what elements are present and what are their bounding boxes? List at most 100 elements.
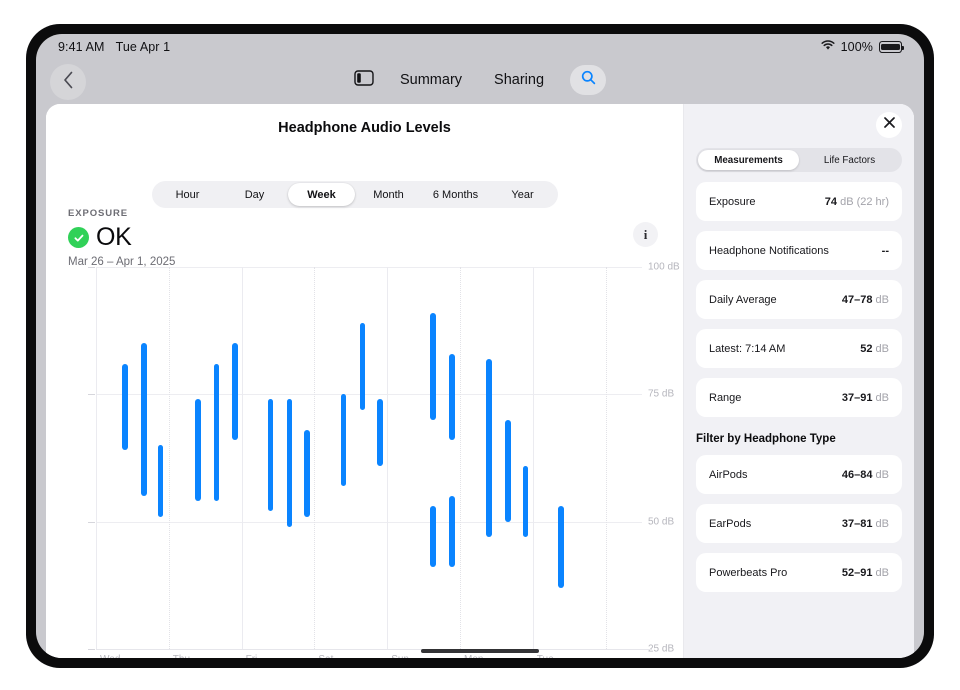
measurement-row-unit: dB	[872, 391, 889, 404]
segment-day[interactable]: Day	[244, 188, 265, 201]
measurement-row-unit: dB	[872, 342, 889, 355]
chart-y-label: 100 dB	[648, 261, 680, 273]
chart-x-label: Tue	[537, 654, 554, 658]
chart-range-bar[interactable]	[522, 465, 529, 537]
chart-range-bar[interactable]	[430, 312, 436, 420]
chart-range-bar[interactable]	[195, 399, 201, 502]
measurement-row[interactable]: Range 37–91 dB	[696, 378, 902, 417]
detail-sheet: Headphone Audio Levels Hour Day Week Mon…	[46, 104, 914, 658]
chart-range-bar[interactable]	[558, 506, 564, 588]
measurement-row[interactable]: Headphone Notifications --	[696, 231, 902, 270]
chart-gridline-v	[460, 267, 461, 649]
battery-icon	[879, 41, 904, 53]
measurement-row-value: --	[881, 244, 889, 257]
checkmark-circle-icon	[68, 227, 89, 248]
measurement-row[interactable]: Exposure 74 dB (22 hr)	[696, 182, 902, 221]
headphone-filter-row[interactable]: Powerbeats Pro 52–91 dB	[696, 553, 902, 592]
measurement-row-unit: dB (22 hr)	[837, 195, 889, 208]
sidebar-toggle-icon[interactable]	[354, 69, 374, 91]
chart-range-bar[interactable]	[449, 496, 455, 568]
info-icon[interactable]: i	[633, 222, 658, 247]
headphone-filter-row-label: AirPods	[709, 468, 748, 481]
tablet-device-frame: 9:41 AM Tue Apr 1 100%	[26, 24, 934, 668]
nav-item-sharing[interactable]: Sharing	[494, 72, 545, 88]
measurement-row-label: Latest: 7:14 AM	[709, 342, 786, 355]
chart-y-tick	[88, 267, 95, 268]
chevron-left-icon	[63, 71, 74, 94]
chart-x-label: Fri	[246, 654, 258, 658]
home-indicator	[421, 649, 539, 653]
chart-range-bar[interactable]	[213, 363, 220, 502]
chart-range-bar[interactable]	[377, 399, 383, 466]
chart-range-bar[interactable]	[267, 399, 274, 512]
search-button[interactable]	[570, 65, 607, 95]
close-button[interactable]	[876, 112, 902, 138]
chart-range-bar[interactable]	[304, 429, 310, 517]
chart-range-bar[interactable]	[286, 399, 293, 527]
chart-range-bar[interactable]	[449, 353, 455, 441]
measurement-row-unit: dB	[872, 293, 889, 306]
chart-range-bar[interactable]	[430, 506, 436, 568]
exposure-status-text: OK	[96, 223, 132, 251]
chart-y-label: 25 dB	[648, 643, 675, 655]
tab-measurements[interactable]: Measurements	[698, 150, 799, 170]
chart-gridline-v	[96, 267, 97, 649]
chart-range-bar[interactable]	[232, 343, 238, 441]
chart-gridline-h	[96, 394, 642, 396]
tab-life-factors[interactable]: Life Factors	[823, 154, 876, 166]
tablet-screen: 9:41 AM Tue Apr 1 100%	[36, 34, 924, 658]
headphone-filter-row-unit: dB	[872, 517, 889, 530]
exposure-caption: EXPOSURE	[68, 208, 128, 219]
chart-gridline-v	[168, 267, 170, 649]
time-range-segmented-control[interactable]: Hour Day Week Month 6 Months Year	[152, 181, 558, 208]
chart-range-bar[interactable]	[122, 363, 128, 451]
chart-range-bar[interactable]	[359, 323, 366, 410]
chart-y-label: 50 dB	[648, 516, 675, 528]
nav-item-summary[interactable]: Summary	[399, 72, 463, 88]
measurement-row-label: Daily Average	[709, 293, 777, 306]
segment-6-months[interactable]: 6 Months	[432, 188, 479, 201]
headphone-filter-row[interactable]: AirPods 46–84 dB	[696, 455, 902, 494]
chart-range-bar[interactable]	[141, 343, 147, 497]
chart-range-bar[interactable]	[486, 358, 492, 537]
exposure-summary: EXPOSURE OK Mar 26 – Apr 1, 2025	[68, 208, 175, 268]
headphone-filter-row-label: Powerbeats Pro	[709, 566, 788, 579]
chart-range-bar[interactable]	[340, 394, 347, 486]
wifi-icon	[821, 40, 835, 54]
chart-x-label: Wed	[100, 654, 120, 658]
chart-x-label: Sun	[391, 654, 409, 658]
measurement-row-value: 37–91 dB	[841, 391, 889, 404]
measurement-row[interactable]: Latest: 7:14 AM 52 dB	[696, 329, 902, 368]
headphone-type-filter-list: AirPods 46–84 dB EarPods 37–81 dB Powerbeats…	[696, 455, 902, 592]
chart-gridline-v	[532, 267, 534, 649]
filter-section-title: Filter by Headphone Type	[696, 433, 836, 445]
status-bar-left: 9:41 AM Tue Apr 1	[58, 40, 170, 54]
chart-gridline-v	[241, 267, 243, 649]
segment-year[interactable]: Year	[511, 188, 534, 201]
measurement-row-value: 47–78 dB	[841, 293, 889, 306]
measurement-row[interactable]: Daily Average 47–78 dB	[696, 280, 902, 319]
chart-y-tick	[88, 394, 95, 396]
headphone-filter-row-unit: dB	[872, 566, 889, 579]
chart-gridline-h	[96, 267, 642, 268]
detail-tab-switch[interactable]: Measurements Life Factors	[696, 148, 902, 172]
measurements-pane: Measurements Life Factors Exposure 74 dB …	[684, 104, 914, 658]
chart-range-bar[interactable]	[505, 419, 511, 522]
chart-gridline-v	[387, 267, 389, 649]
nav-bar: Summary Sharing	[36, 60, 924, 106]
measurement-row-label: Range	[709, 391, 742, 404]
back-button[interactable]	[50, 64, 86, 100]
segment-week[interactable]: Week	[288, 183, 355, 206]
battery-percent: 100%	[840, 40, 873, 54]
headphone-filter-row-value: 52–91 dB	[841, 566, 889, 579]
segment-month[interactable]: Month	[373, 188, 404, 201]
chart-y-tick	[88, 521, 95, 523]
status-bar-right: 100%	[821, 40, 904, 54]
chart-pane: Headphone Audio Levels Hour Day Week Mon…	[46, 104, 684, 658]
chart-x-label: Mon	[464, 654, 483, 658]
chart-range-bar[interactable]	[157, 445, 164, 517]
measurement-row-value: 52 dB	[860, 342, 889, 355]
headphone-filter-row[interactable]: EarPods 37–81 dB	[696, 504, 902, 543]
segment-hour[interactable]: Hour	[175, 188, 200, 201]
headphone-filter-row-unit: dB	[872, 468, 889, 481]
